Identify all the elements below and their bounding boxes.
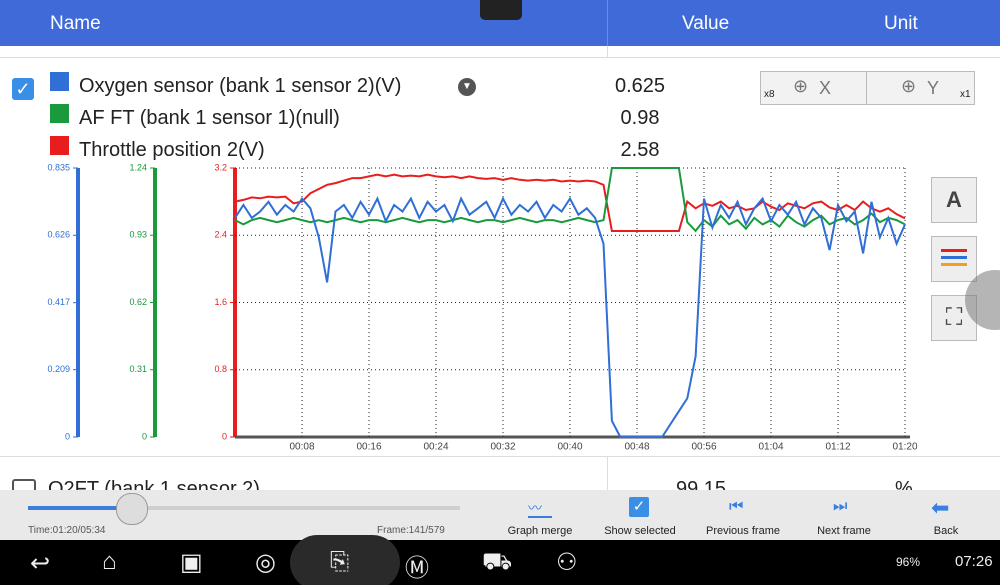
back-icon: ⬅ [931,495,950,520]
row-value: 99.15 [676,478,727,490]
x-tick-label: 00:24 [423,442,448,453]
x-tick-label: 00:08 [289,442,314,453]
previous-icon: ⏮ [729,498,744,515]
time-label: Time:01:20/05:34 [28,525,106,536]
legend-entry: Throttle position 2(V) [79,139,265,161]
x-tick-label: 00:16 [356,442,381,453]
x-tick-label: 00:32 [490,442,515,453]
y-tick-label: 0 [222,431,227,441]
divider [0,57,1000,58]
slider-fill [28,506,132,510]
legend-swatch [50,72,69,91]
zoom-y-button[interactable]: ⊕ Y x1 [866,71,975,105]
show-selected-button[interactable]: Show selected [604,525,676,537]
nav-recent[interactable]: ▣ [180,549,203,576]
y-tick-label: 0.626 [47,230,70,240]
divider [607,0,608,46]
zoom-x-button[interactable]: x8 ⊕ X [760,71,867,105]
y-tick-label: 0.31 [129,364,147,374]
font-button[interactable]: A [931,177,977,223]
y-tick-label: 1.6 [214,297,227,307]
nav-back[interactable]: ↩ [30,550,51,577]
x-tick-label: 01:12 [825,442,850,453]
nav-browser[interactable]: ◎ [255,549,276,576]
legend-entry: Oxygen sensor (bank 1 sensor 2)(V) [79,75,402,97]
row-checkbox[interactable] [12,479,36,490]
previous-frame-button[interactable]: Previous frame [706,525,780,537]
zoom-icon: ⊕ [793,76,809,96]
reading: 0.625 [614,75,666,97]
zoom-label: Y [927,78,940,98]
unit-column: Unit [884,13,918,34]
zoom-label: X [819,78,832,98]
legend-swatch [50,136,69,155]
x-tick-label: 00:48 [624,442,649,453]
nav-m[interactable]: Ⓜ [405,555,429,582]
slider-knob[interactable] [116,493,148,525]
zoom-factor: x1 [960,89,971,100]
graph-merge-button[interactable]: Graph merge [507,525,573,537]
name-column: Name [50,13,101,34]
nav-highlight [290,535,400,585]
legend-entry: AF FT (bank 1 sensor 1)(null) [79,107,340,129]
battery: 96% [896,555,921,569]
row-checkbox[interactable]: ✓ [12,78,34,100]
next-icon: ⏭ [833,498,848,515]
header: Name Value Unit [0,0,1000,46]
value-column: Value [682,13,730,34]
color-button[interactable] [931,236,977,282]
divider [607,456,608,490]
nav-bar: ↩ ⌂ ▣ ◎ ⎘ Ⓜ ⛟ ⚇ 96% 07:26 [0,535,1000,585]
nav-home[interactable]: ⌂ [102,548,117,575]
y-tick-label: 0.62 [129,297,147,307]
dropdown-icon[interactable]: ▼ [458,78,476,96]
x-tick-label: 00:40 [557,442,582,453]
y-tick-label: 1.24 [129,162,147,172]
chart: 00.2090.4170.6260.83500.310.620.931.2400… [47,162,917,453]
y-tick-label: 3.2 [214,162,227,172]
y-tick-label: 0 [65,431,70,441]
row-unit: % [895,478,913,490]
x-tick-label: 01:20 [892,442,917,453]
toolbar: Time:01:20/05:34 Frame:141/579 〰 ✓ ⏮ ⏭ ⬅… [0,490,1000,540]
series-line [234,196,906,438]
nav-user[interactable]: ⚇ [556,549,578,576]
y-tick-label: 0.835 [47,162,70,172]
reading: 2.58 [620,139,660,161]
x-tick-label: 00:56 [691,442,716,453]
x-tick-label: 01:04 [758,442,783,453]
frame-label: Frame:141/579 [377,525,445,536]
row-name: O2FT (bank 1 sensor 2) [48,478,260,490]
y-tick-label: 0.209 [47,364,70,374]
show-selected-icon: ✓ [629,497,649,517]
y-tick-label: 0 [142,431,147,441]
drag-handle[interactable] [480,0,522,20]
zoom-icon: ⊕ [901,76,917,96]
reading: 0.98 [620,107,660,129]
clock: 07:26 [955,553,993,570]
legend-swatch [50,104,69,123]
next-row: O2FT (bank 1 sensor 2) 99.15 % [0,457,1000,490]
graph-merge-icon: 〰 [528,498,552,518]
slider-track [28,506,460,510]
y-tick-label: 0.417 [47,297,70,307]
y-tick-label: 2.4 [214,230,227,240]
series-line [234,167,906,233]
zoom-factor: x8 [764,89,775,100]
divider [607,46,608,58]
nav-app[interactable]: ⎘ [330,548,350,575]
next-frame-button[interactable]: Next frame [817,525,871,537]
y-tick-label: 0.8 [214,364,227,374]
divider [0,456,1000,457]
nav-car[interactable]: ⛟ [482,548,513,575]
back-button[interactable]: Back [933,525,959,537]
y-tick-label: 0.93 [129,230,147,240]
